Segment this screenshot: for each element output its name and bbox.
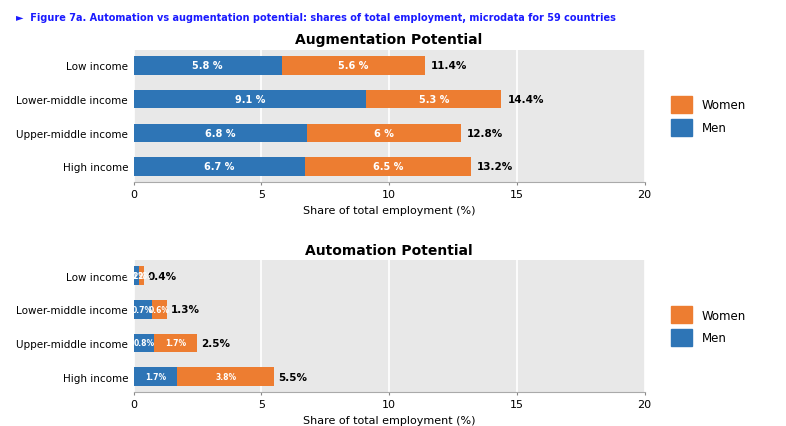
Bar	[134, 158, 305, 176]
Bar	[152, 300, 167, 319]
Bar	[134, 300, 152, 319]
Bar	[134, 334, 154, 352]
Text: 6 %: 6 %	[374, 129, 394, 138]
X-axis label: Share of total employment (%): Share of total employment (%)	[303, 205, 476, 215]
Text: 5.3 %: 5.3 %	[419, 95, 449, 105]
Text: 3.8%: 3.8%	[215, 372, 236, 381]
Legend: Women, Men: Women, Men	[671, 307, 746, 346]
Bar	[134, 267, 139, 285]
Text: 13.2%: 13.2%	[477, 162, 513, 172]
Bar	[366, 91, 501, 109]
Text: 1.3%: 1.3%	[171, 305, 200, 314]
Text: 9.1 %: 9.1 %	[235, 95, 265, 105]
Text: 2.5%: 2.5%	[201, 338, 230, 348]
Text: 1.7%: 1.7%	[145, 372, 166, 381]
Text: 0.2%: 0.2%	[130, 271, 152, 281]
Text: 0.8%: 0.8%	[134, 339, 154, 348]
Text: 0.7%: 0.7%	[132, 305, 153, 314]
Legend: Women, Men: Women, Men	[671, 97, 746, 136]
Text: 5.6 %: 5.6 %	[338, 61, 369, 71]
Text: 6.8 %: 6.8 %	[205, 129, 236, 138]
Text: 0.4%: 0.4%	[148, 271, 177, 281]
Bar	[305, 158, 471, 176]
Bar	[134, 368, 177, 386]
Text: 0.2%: 0.2%	[126, 271, 147, 281]
Bar	[139, 267, 144, 285]
Text: 14.4%: 14.4%	[508, 95, 545, 105]
Bar	[134, 91, 366, 109]
X-axis label: Share of total employment (%): Share of total employment (%)	[303, 415, 476, 425]
Text: ►  Figure 7a. Automation vs augmentation potential: shares of total employment, : ► Figure 7a. Automation vs augmentation …	[16, 13, 615, 23]
Text: 1.7%: 1.7%	[165, 339, 186, 348]
Text: 5.5%: 5.5%	[278, 372, 307, 382]
Title: Augmentation Potential: Augmentation Potential	[296, 33, 483, 47]
Bar	[134, 57, 282, 75]
Text: 11.4%: 11.4%	[432, 61, 468, 71]
Bar	[282, 57, 424, 75]
Text: 0.6%: 0.6%	[149, 305, 170, 314]
Text: 6.7 %: 6.7 %	[204, 162, 234, 172]
Title: Automation Potential: Automation Potential	[305, 243, 473, 257]
Text: 5.8 %: 5.8 %	[193, 61, 223, 71]
Bar	[154, 334, 197, 352]
Bar	[307, 124, 461, 143]
Text: 6.5 %: 6.5 %	[373, 162, 403, 172]
Bar	[177, 368, 274, 386]
Bar	[134, 124, 307, 143]
Text: 12.8%: 12.8%	[467, 129, 503, 138]
